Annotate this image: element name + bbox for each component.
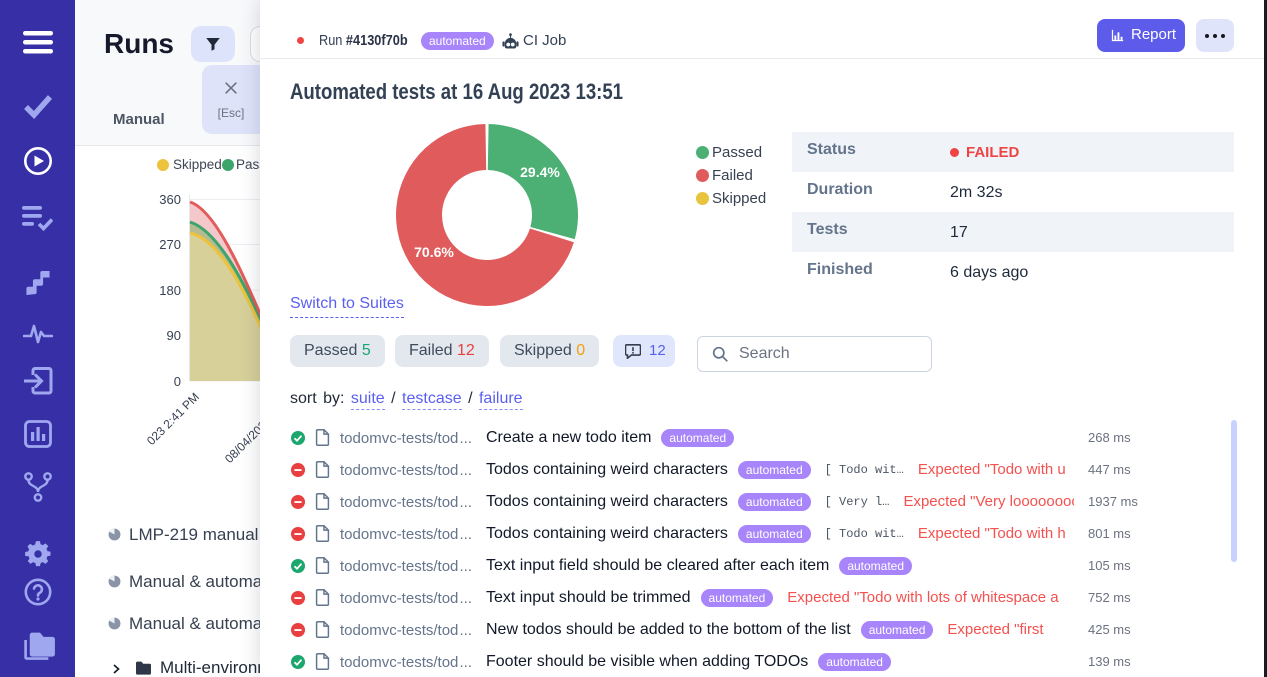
svg-text:70.6%: 70.6% — [414, 244, 454, 260]
svg-text:29.4%: 29.4% — [520, 164, 560, 180]
